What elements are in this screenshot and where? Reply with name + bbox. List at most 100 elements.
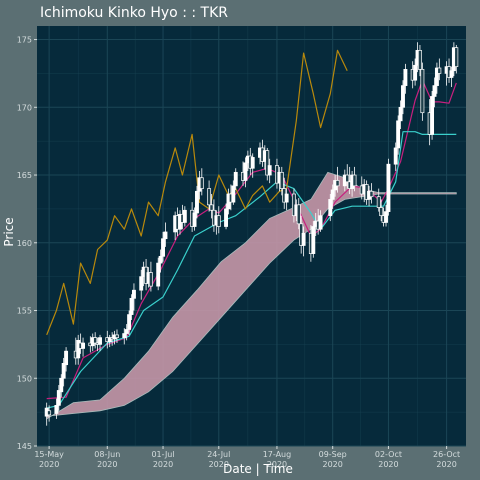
candle <box>393 142 398 171</box>
candle <box>437 58 442 81</box>
candle <box>413 58 418 86</box>
candle <box>76 334 81 365</box>
candle <box>384 204 388 227</box>
candle <box>420 62 425 121</box>
candle <box>54 398 59 419</box>
candle-body <box>311 226 316 254</box>
candle <box>430 91 435 140</box>
candle <box>398 100 403 129</box>
candle <box>250 153 255 178</box>
candle-body <box>243 162 248 181</box>
candle-body <box>124 329 129 334</box>
tenkan-line <box>46 79 457 400</box>
candle-body <box>345 174 350 183</box>
candle <box>403 63 408 94</box>
candle <box>284 188 289 211</box>
candle <box>449 66 454 87</box>
candle-body <box>156 262 161 287</box>
candle <box>432 77 437 108</box>
y-tick-label: 170 <box>17 103 32 112</box>
x-tick-label: 02-Oct <box>375 450 402 459</box>
x-tick-year-label: 2020 <box>436 460 456 469</box>
candle <box>199 168 204 196</box>
candle-body <box>398 106 403 122</box>
candle <box>401 80 405 115</box>
candle <box>231 180 236 205</box>
x-tick-label: 09-Sep <box>319 450 347 459</box>
candle-body <box>284 193 289 203</box>
candle <box>156 257 161 291</box>
candle-body <box>81 342 86 349</box>
candle <box>59 374 64 398</box>
candle-body <box>163 231 168 240</box>
candle <box>115 329 119 344</box>
candle-body <box>330 189 335 200</box>
candle-body <box>279 171 284 189</box>
x-tick-year-label: 2020 <box>209 460 229 469</box>
x-tick-year-label: 2020 <box>323 460 343 469</box>
candle <box>224 203 229 230</box>
chikou-line <box>46 49 348 336</box>
candle-body <box>129 297 134 315</box>
candle <box>81 337 86 357</box>
candle <box>158 249 163 273</box>
candle-body <box>224 208 229 227</box>
candle <box>318 210 323 232</box>
candle <box>434 62 439 94</box>
candle-body <box>115 334 119 338</box>
candle-body <box>127 314 132 330</box>
candle-body <box>182 209 187 223</box>
candle <box>129 294 134 320</box>
candle-body <box>61 363 66 379</box>
candle <box>301 226 306 257</box>
x-tick-year-label: 2020 <box>39 460 59 469</box>
candle <box>369 183 374 204</box>
candle <box>47 405 52 422</box>
candle-body <box>376 196 381 208</box>
candle <box>192 207 197 231</box>
candle-body <box>192 212 197 227</box>
candle <box>417 44 422 77</box>
candle <box>209 194 214 219</box>
y-tick-label: 145 <box>17 442 32 451</box>
y-tick-label: 165 <box>17 171 32 180</box>
candle <box>122 328 127 345</box>
candle <box>233 168 238 190</box>
candle-body <box>148 272 153 287</box>
candle-body <box>301 232 306 246</box>
candle <box>265 147 270 181</box>
candle-body <box>250 157 255 169</box>
y-axis-label: Price <box>2 217 16 246</box>
candle-body <box>265 150 270 176</box>
candle-body <box>434 67 439 86</box>
candle <box>131 283 136 311</box>
candle <box>98 334 102 352</box>
candle <box>243 157 248 188</box>
candle <box>61 357 66 387</box>
candle <box>93 332 98 349</box>
candle-body <box>98 337 102 345</box>
candle-body <box>318 215 323 230</box>
candle-body <box>233 171 238 187</box>
candle <box>345 164 350 189</box>
candle-body <box>386 163 391 212</box>
candle-body <box>328 199 333 217</box>
candle <box>182 206 187 227</box>
candle-body <box>401 85 405 108</box>
candle-body <box>335 180 340 187</box>
x-tick-label: 08-Jun <box>94 450 120 459</box>
x-tick-year-label: 2020 <box>97 460 117 469</box>
candle-body <box>396 120 401 149</box>
candle-body <box>209 204 214 211</box>
candle <box>454 44 459 74</box>
x-tick-label: 26-Oct <box>433 450 460 459</box>
candle-body <box>432 85 437 97</box>
candle <box>267 158 272 184</box>
candle <box>279 166 284 196</box>
candle-body <box>454 47 459 67</box>
candle <box>386 158 391 216</box>
x-tick-year-label: 2020 <box>153 460 173 469</box>
y-tick-label: 160 <box>17 239 32 248</box>
candle <box>148 261 153 292</box>
